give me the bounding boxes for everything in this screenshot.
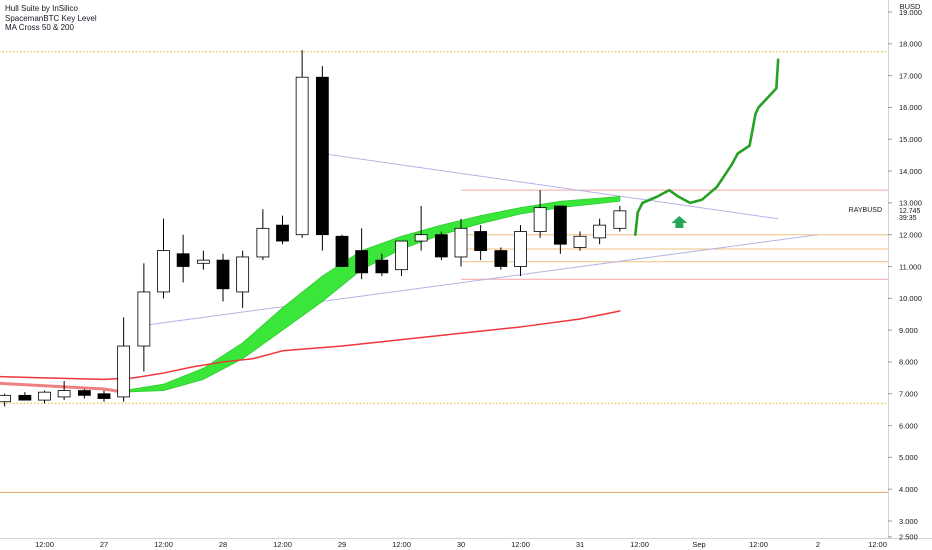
candle-body-11[interactable] xyxy=(216,259,230,290)
time-tick-label: 27 xyxy=(100,540,108,549)
candle-body-19[interactable] xyxy=(375,259,389,274)
hull-suite-band xyxy=(123,196,621,393)
time-tick-label: 29 xyxy=(338,540,346,549)
price-tick-label: 9.000 xyxy=(899,326,918,335)
up-arrow-marker xyxy=(671,215,688,228)
candle-body-27[interactable] xyxy=(533,207,547,232)
price-tick-label: 3.000 xyxy=(899,517,918,526)
candle-body-23[interactable] xyxy=(454,227,468,258)
time-tick-label: 28 xyxy=(219,540,227,549)
currency-label[interactable]: BUSD xyxy=(900,2,921,11)
candle-body-21[interactable] xyxy=(414,234,428,242)
trend-line-upper[interactable] xyxy=(322,153,779,220)
candle-body-14[interactable] xyxy=(276,224,289,242)
time-tick-label: 12:00 xyxy=(273,540,292,549)
price-tick-label: 12.000 xyxy=(899,230,922,239)
price-tick-label: 6.000 xyxy=(899,421,918,430)
price-tick-label: 11.000 xyxy=(899,262,921,271)
time-tick-label: 12:00 xyxy=(35,540,54,549)
candle-body-0[interactable] xyxy=(0,394,12,403)
price-tick-label: 2.500 xyxy=(899,533,918,542)
price-tick-label: 17.000 xyxy=(899,71,922,80)
time-tick-label: 31 xyxy=(576,540,584,549)
legend-hull-suite[interactable]: Hull Suite by InSilico xyxy=(5,4,78,13)
price-tick-label: 13.000 xyxy=(899,199,922,208)
time-tick-label: Sep xyxy=(692,540,705,549)
trend-line-lower[interactable] xyxy=(143,234,819,326)
price-tick-label: 4.000 xyxy=(899,485,918,494)
candle-body-20[interactable] xyxy=(395,240,408,271)
candle-body-10[interactable] xyxy=(196,259,210,264)
candle-body-8[interactable] xyxy=(157,250,170,293)
candle-body-6[interactable] xyxy=(117,345,131,398)
ma-50-line xyxy=(0,310,621,381)
time-tick-label: 12:00 xyxy=(749,540,768,549)
time-tick-label: 30 xyxy=(457,540,465,549)
candle-body-13[interactable] xyxy=(256,227,270,258)
candle-body-30[interactable] xyxy=(593,224,607,239)
candle-body-29[interactable] xyxy=(573,235,587,248)
price-tick-label: 10.000 xyxy=(899,294,922,303)
time-tick-label: 12:00 xyxy=(630,540,649,549)
time-tick-label: 12:00 xyxy=(511,540,530,549)
time-tick-label: 12:00 xyxy=(154,540,173,549)
time-tick-label: 12:00 xyxy=(392,540,411,549)
candle-body-9[interactable] xyxy=(176,253,190,267)
price-tick-label: 19.000 xyxy=(899,8,922,17)
projection-path xyxy=(634,58,780,236)
candle-body-7[interactable] xyxy=(137,291,151,347)
price-tick-label: 15.000 xyxy=(899,135,922,144)
candle-body-18[interactable] xyxy=(355,250,369,274)
candle-body-2[interactable] xyxy=(38,391,51,401)
candle-body-25[interactable] xyxy=(494,250,508,267)
candle-body-3[interactable] xyxy=(57,390,71,398)
time-tick-label: 12:00 xyxy=(868,540,887,549)
candle-body-28[interactable] xyxy=(553,205,567,245)
candle-body-31[interactable] xyxy=(613,210,627,229)
candle-body-24[interactable] xyxy=(474,231,488,251)
countdown-timer: 39:35 xyxy=(899,215,917,222)
last-price-value: 12.745 xyxy=(899,208,921,215)
candle-body-5[interactable] xyxy=(97,393,111,399)
candle-body-26[interactable] xyxy=(514,231,527,267)
candle-body-12[interactable] xyxy=(236,256,250,293)
candle-body-16[interactable] xyxy=(315,76,329,236)
legend-key-level[interactable]: SpacemanBTC Key Level xyxy=(5,13,97,23)
time-tick-label: 2 xyxy=(816,540,820,549)
candle-body-4[interactable] xyxy=(77,390,91,396)
price-tick-label: 7.000 xyxy=(899,390,918,399)
candle-body-15[interactable] xyxy=(295,76,309,236)
price-tick-label: 16.000 xyxy=(899,103,922,112)
price-tick-label: 8.000 xyxy=(899,358,918,367)
last-price-badge xyxy=(889,205,932,223)
legend-ma-cross[interactable]: MA Cross 50 & 200 xyxy=(5,23,74,32)
price-tick-label: 18.000 xyxy=(899,40,922,49)
price-tick-label: 14.000 xyxy=(899,167,922,176)
ma-200-line xyxy=(0,381,126,394)
candle-body-17[interactable] xyxy=(335,235,349,267)
symbol-label: RAYBUSD xyxy=(849,207,882,214)
candle-body-22[interactable] xyxy=(434,234,448,258)
candle-body-1[interactable] xyxy=(18,394,32,401)
indicator-legend: Hull Suite by InSilico SpacemanBTC Key L… xyxy=(5,4,97,33)
price-tick-label: 5.000 xyxy=(899,453,918,462)
